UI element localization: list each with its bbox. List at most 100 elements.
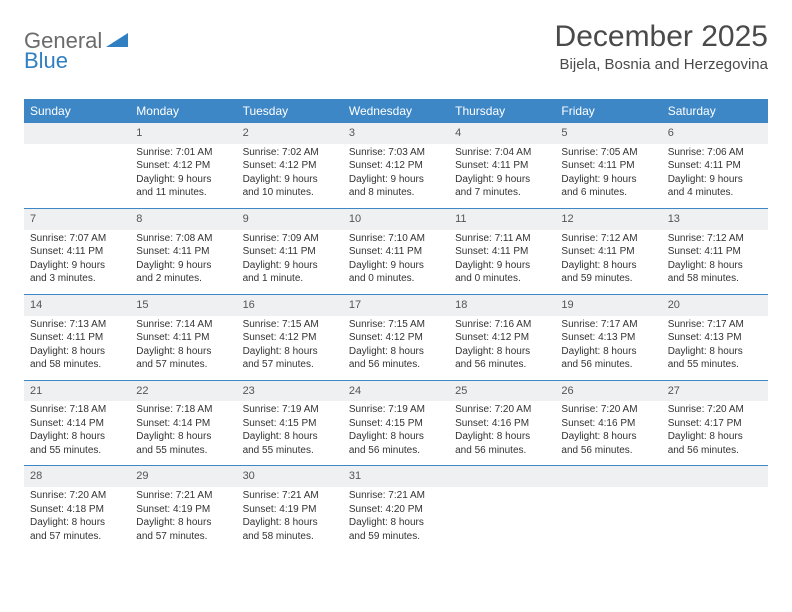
sunrise-text: Sunrise: 7:16 AM [455,318,549,332]
sunset-text: Sunset: 4:12 PM [349,159,443,173]
day-detail-cell: Sunrise: 7:21 AMSunset: 4:19 PMDaylight:… [130,487,236,551]
sunset-text: Sunset: 4:11 PM [668,159,762,173]
sunrise-text: Sunrise: 7:20 AM [455,403,549,417]
day-detail-cell: Sunrise: 7:15 AMSunset: 4:12 PMDaylight:… [237,316,343,381]
day-detail-cell: Sunrise: 7:18 AMSunset: 4:14 PMDaylight:… [24,401,130,466]
day-detail-cell: Sunrise: 7:10 AMSunset: 4:11 PMDaylight:… [343,230,449,295]
day-detail-cell: Sunrise: 7:20 AMSunset: 4:16 PMDaylight:… [449,401,555,466]
day-number-cell: 16 [237,294,343,315]
daylight-text: Daylight: 9 hours and 6 minutes. [561,173,655,200]
sunrise-text: Sunrise: 7:15 AM [349,318,443,332]
daylight-text: Daylight: 8 hours and 55 minutes. [243,430,337,457]
daylight-text: Daylight: 8 hours and 56 minutes. [455,345,549,372]
day-number-cell: 19 [555,294,661,315]
daylight-text: Daylight: 9 hours and 11 minutes. [136,173,230,200]
daylight-text: Daylight: 9 hours and 4 minutes. [668,173,762,200]
sunset-text: Sunset: 4:11 PM [136,331,230,345]
title-area: December 2025 Bijela, Bosnia and Herzego… [555,20,768,73]
day-detail-cell: Sunrise: 7:17 AMSunset: 4:13 PMDaylight:… [662,316,768,381]
day-detail-cell: Sunrise: 7:20 AMSunset: 4:18 PMDaylight:… [24,487,130,551]
daylight-text: Daylight: 9 hours and 7 minutes. [455,173,549,200]
sunrise-text: Sunrise: 7:21 AM [136,489,230,503]
day-number-cell: 25 [449,380,555,401]
day-detail-row: Sunrise: 7:13 AMSunset: 4:11 PMDaylight:… [24,316,768,381]
sunrise-text: Sunrise: 7:01 AM [136,146,230,160]
sunset-text: Sunset: 4:12 PM [455,331,549,345]
weekday-header: Saturday [662,99,768,123]
day-number-row: 123456 [24,123,768,144]
sunset-text: Sunset: 4:11 PM [349,245,443,259]
day-number-cell: 13 [662,208,768,229]
day-detail-cell: Sunrise: 7:07 AMSunset: 4:11 PMDaylight:… [24,230,130,295]
month-title: December 2025 [555,20,768,54]
sunset-text: Sunset: 4:11 PM [136,245,230,259]
day-number-cell: 20 [662,294,768,315]
daylight-text: Daylight: 8 hours and 56 minutes. [349,345,443,372]
day-detail-cell: Sunrise: 7:14 AMSunset: 4:11 PMDaylight:… [130,316,236,381]
daylight-text: Daylight: 9 hours and 8 minutes. [349,173,443,200]
daylight-text: Daylight: 8 hours and 57 minutes. [136,345,230,372]
day-number-cell: 18 [449,294,555,315]
daylight-text: Daylight: 9 hours and 10 minutes. [243,173,337,200]
day-detail-cell: Sunrise: 7:16 AMSunset: 4:12 PMDaylight:… [449,316,555,381]
sunrise-text: Sunrise: 7:13 AM [30,318,124,332]
day-detail-cell: Sunrise: 7:17 AMSunset: 4:13 PMDaylight:… [555,316,661,381]
day-detail-cell: Sunrise: 7:21 AMSunset: 4:19 PMDaylight:… [237,487,343,551]
day-number-row: 28293031 [24,466,768,487]
day-detail-cell [662,487,768,551]
daylight-text: Daylight: 8 hours and 57 minutes. [243,345,337,372]
sunrise-text: Sunrise: 7:08 AM [136,232,230,246]
sunrise-text: Sunrise: 7:18 AM [30,403,124,417]
sunset-text: Sunset: 4:18 PM [30,503,124,517]
sunset-text: Sunset: 4:14 PM [136,417,230,431]
day-detail-cell: Sunrise: 7:18 AMSunset: 4:14 PMDaylight:… [130,401,236,466]
day-number-cell: 2 [237,123,343,144]
day-number-cell: 11 [449,208,555,229]
sunrise-text: Sunrise: 7:19 AM [243,403,337,417]
day-number-cell: 12 [555,208,661,229]
daylight-text: Daylight: 9 hours and 0 minutes. [455,259,549,286]
weekday-header: Friday [555,99,661,123]
day-number-row: 78910111213 [24,208,768,229]
day-detail-cell: Sunrise: 7:15 AMSunset: 4:12 PMDaylight:… [343,316,449,381]
day-detail-cell: Sunrise: 7:04 AMSunset: 4:11 PMDaylight:… [449,144,555,209]
day-detail-row: Sunrise: 7:20 AMSunset: 4:18 PMDaylight:… [24,487,768,551]
daylight-text: Daylight: 9 hours and 0 minutes. [349,259,443,286]
sunrise-text: Sunrise: 7:18 AM [136,403,230,417]
sunrise-text: Sunrise: 7:14 AM [136,318,230,332]
day-number-cell: 7 [24,208,130,229]
sunrise-text: Sunrise: 7:11 AM [455,232,549,246]
sunset-text: Sunset: 4:12 PM [243,331,337,345]
sunset-text: Sunset: 4:11 PM [455,245,549,259]
sunrise-text: Sunrise: 7:15 AM [243,318,337,332]
sunset-text: Sunset: 4:15 PM [243,417,337,431]
sunrise-text: Sunrise: 7:06 AM [668,146,762,160]
sunrise-text: Sunrise: 7:09 AM [243,232,337,246]
sunset-text: Sunset: 4:17 PM [668,417,762,431]
header: General December 2025 Bijela, Bosnia and… [24,20,768,73]
daylight-text: Daylight: 8 hours and 57 minutes. [30,516,124,543]
sunset-text: Sunset: 4:11 PM [243,245,337,259]
sunset-text: Sunset: 4:16 PM [455,417,549,431]
day-number-cell: 8 [130,208,236,229]
weekday-header: Wednesday [343,99,449,123]
sunrise-text: Sunrise: 7:17 AM [668,318,762,332]
daylight-text: Daylight: 8 hours and 59 minutes. [349,516,443,543]
day-number-cell: 23 [237,380,343,401]
sunset-text: Sunset: 4:20 PM [349,503,443,517]
day-number-row: 21222324252627 [24,380,768,401]
daylight-text: Daylight: 8 hours and 58 minutes. [243,516,337,543]
weekday-header: Sunday [24,99,130,123]
day-detail-cell: Sunrise: 7:09 AMSunset: 4:11 PMDaylight:… [237,230,343,295]
day-number-cell [662,466,768,487]
day-number-cell: 10 [343,208,449,229]
day-number-cell: 17 [343,294,449,315]
day-number-cell: 31 [343,466,449,487]
logo-text-blue: Blue [24,48,68,73]
sunset-text: Sunset: 4:11 PM [561,245,655,259]
day-number-cell: 3 [343,123,449,144]
daylight-text: Daylight: 9 hours and 3 minutes. [30,259,124,286]
day-detail-cell [555,487,661,551]
daylight-text: Daylight: 8 hours and 56 minutes. [561,345,655,372]
day-detail-cell: Sunrise: 7:08 AMSunset: 4:11 PMDaylight:… [130,230,236,295]
